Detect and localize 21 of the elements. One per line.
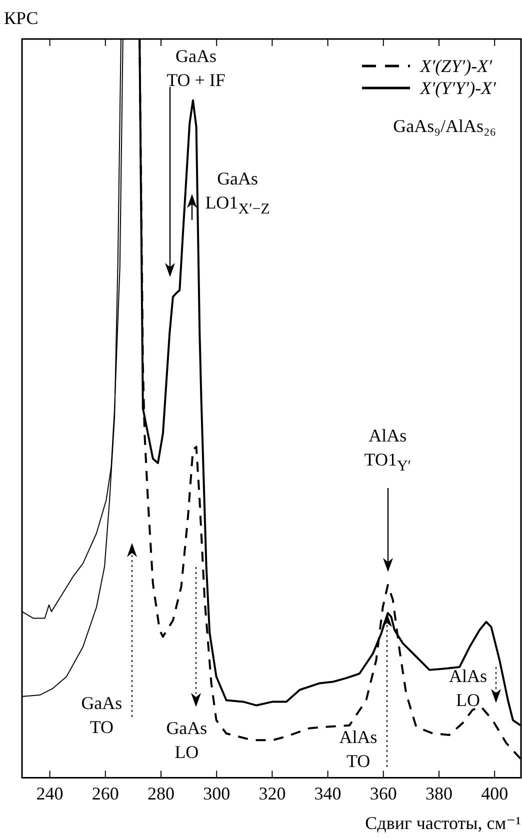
- x-tick-label: 400: [481, 783, 508, 804]
- legend-label: X′(ZY′)-X′: [420, 55, 492, 77]
- annotation: AlAs LO: [448, 665, 488, 712]
- x-tick-label: 320: [258, 783, 286, 804]
- annotation: GaAs LO: [166, 716, 208, 764]
- x-tick-label: 260: [92, 783, 119, 804]
- legend-label: X′(Y′Y′)-X′: [420, 77, 496, 99]
- x-tick-label: 300: [203, 783, 230, 804]
- x-tick-label: 360: [370, 783, 397, 804]
- annotation: AlAs TO: [339, 726, 378, 774]
- y-axis-title: КРС: [4, 8, 38, 29]
- annotation: AlAs TO1$_{Y′}$: [364, 424, 412, 476]
- annotation: GaAs₉/AlAs₂₆: [393, 116, 496, 137]
- annotation: GaAs LO1$_{X′−Z}$: [205, 168, 270, 220]
- x-tick-label: 240: [36, 783, 64, 804]
- x-tick-label: 340: [314, 783, 342, 804]
- x-axis-title: Сдвиг частоты, см⁻¹: [365, 812, 521, 833]
- annotation: GaAs TO + IF: [166, 45, 226, 92]
- x-tick-label: 380: [425, 783, 452, 804]
- x-tick-label: 280: [147, 783, 174, 804]
- annotation: GaAs TO: [81, 692, 122, 739]
